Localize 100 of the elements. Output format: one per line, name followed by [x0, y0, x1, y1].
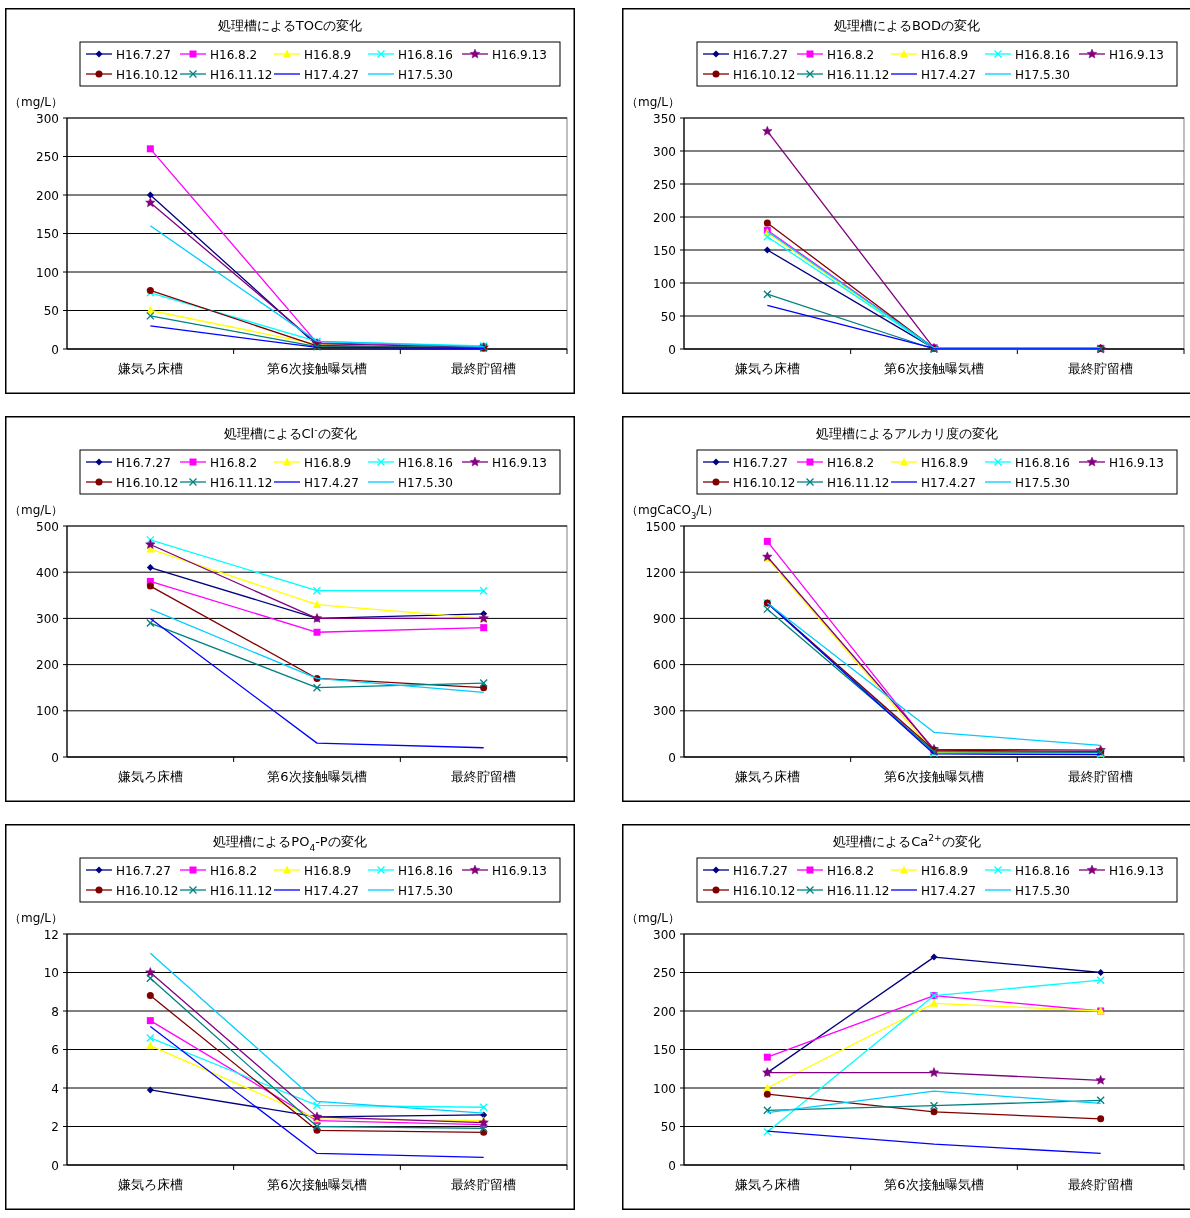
y-axis-title: （mg/L）: [9, 503, 64, 517]
legend-label: H17.4.27: [304, 67, 359, 82]
x-tick-label: 最終貯留槽: [451, 769, 517, 784]
y-tick-label: 150: [653, 243, 676, 258]
y-axis-title: （mg/L）: [626, 911, 681, 925]
legend-label: H16.8.9: [304, 863, 352, 878]
legend-label: H17.4.27: [921, 67, 976, 82]
legend-label: H16.8.9: [304, 47, 352, 62]
y-tick-label: 2: [51, 1120, 59, 1134]
y-tick-label: 300: [653, 704, 676, 719]
y-tick-label: 50: [43, 304, 59, 318]
y-tick-label: 12: [43, 927, 59, 942]
legend-label: H17.5.30: [398, 67, 453, 82]
legend-label: H16.7.27: [116, 455, 171, 470]
y-tick-label: 200: [653, 210, 676, 225]
y-tick-label: 0: [51, 750, 59, 765]
legend-label: H17.4.27: [921, 475, 976, 490]
y-tick-label: 4: [51, 1081, 59, 1096]
y-tick-label: 100: [653, 276, 676, 291]
y-tick-label: 100: [653, 1081, 676, 1096]
y-tick-label: 0: [668, 750, 676, 765]
y-tick-label: 10: [43, 966, 59, 980]
x-tick-label: 嫌気ろ床槽: [117, 1177, 183, 1192]
chart-title: 処理槽によるCl$^{-}$の変化: [223, 425, 357, 441]
y-tick-label: 0: [668, 1158, 676, 1173]
y-tick-label: 100: [36, 704, 59, 719]
chart-title: 処理槽によるPO$_{4}$-Pの変化: [213, 834, 367, 853]
x-tick-label: 最終貯留槽: [1068, 361, 1134, 376]
x-tick-label: 最終貯留槽: [1068, 769, 1134, 784]
x-tick-label: 嫌気ろ床槽: [734, 1177, 800, 1192]
legend-label: H16.11.12: [827, 475, 890, 490]
legend-label: H16.9.13: [492, 47, 547, 62]
x-tick-label: 第6次接触曝気槽: [267, 769, 367, 784]
y-tick-label: 250: [36, 150, 59, 164]
legend-label: H16.11.12: [210, 67, 273, 82]
legend-label: H16.8.16: [398, 455, 453, 470]
x-tick-label: 第6次接触曝気槽: [884, 769, 984, 784]
y-tick-label: 1200: [645, 565, 676, 580]
legend-label: H16.8.2: [210, 47, 258, 62]
legend-label: H16.8.9: [921, 863, 969, 878]
legend-label: H16.10.12: [116, 883, 179, 898]
legend-label: H16.9.13: [1109, 47, 1164, 62]
y-tick-label: 250: [653, 177, 676, 192]
y-axis-title: （mgCaCO$_{3}$/L）: [626, 503, 719, 521]
y-tick-label: 50: [660, 1120, 676, 1134]
x-tick-label: 嫌気ろ床槽: [734, 769, 800, 784]
chart-title: 処理槽によるTOCの変化: [217, 18, 363, 33]
legend-label: H16.9.13: [1109, 455, 1164, 470]
chart-title: 処理槽によるBODの変化: [834, 18, 980, 33]
legend-label: H16.10.12: [116, 67, 179, 82]
y-tick-label: 250: [653, 966, 676, 980]
legend-label: H17.4.27: [304, 475, 359, 490]
y-tick-label: 300: [653, 927, 676, 942]
y-tick-label: 500: [36, 519, 59, 534]
legend-label: H16.11.12: [827, 883, 890, 898]
legend-label: H17.5.30: [1015, 67, 1070, 82]
y-tick-label: 400: [36, 565, 59, 580]
legend-label: H16.7.27: [733, 47, 788, 62]
legend-label: H17.5.30: [1015, 883, 1070, 898]
y-axis-title: （mg/L）: [626, 95, 681, 109]
legend-label: H16.8.2: [210, 455, 258, 470]
legend-label: H16.9.13: [492, 455, 547, 470]
legend-label: H16.8.16: [1015, 455, 1070, 470]
legend-label: H16.8.16: [1015, 47, 1070, 62]
y-tick-label: 350: [653, 111, 676, 126]
legend-label: H16.8.9: [921, 455, 969, 470]
y-tick-label: 300: [36, 111, 59, 126]
y-tick-label: 1500: [645, 519, 676, 534]
legend-label: H16.11.12: [210, 883, 273, 898]
legend-label: H16.8.2: [827, 863, 875, 878]
x-tick-label: 嫌気ろ床槽: [117, 769, 183, 784]
legend-label: H16.11.12: [827, 67, 890, 82]
y-tick-label: 900: [653, 611, 676, 626]
x-tick-label: 第6次接触曝気槽: [884, 361, 984, 376]
legend-label: H16.7.27: [733, 863, 788, 878]
legend-label: H17.4.27: [304, 883, 359, 898]
legend-label: H16.8.2: [827, 47, 875, 62]
legend-label: H17.5.30: [1015, 475, 1070, 490]
legend-label: H16.10.12: [733, 475, 796, 490]
x-tick-label: 最終貯留槽: [451, 361, 517, 376]
legend-label: H17.5.30: [398, 475, 453, 490]
y-tick-label: 200: [36, 188, 59, 203]
legend-label: H16.7.27: [733, 455, 788, 470]
legend-label: H16.8.16: [1015, 863, 1070, 878]
y-tick-label: 150: [653, 1043, 676, 1057]
legend-label: H16.10.12: [116, 475, 179, 490]
y-axis-title: （mg/L）: [9, 95, 64, 109]
x-tick-label: 最終貯留槽: [451, 1177, 517, 1192]
y-tick-label: 50: [660, 309, 676, 324]
legend-label: H16.9.13: [492, 863, 547, 878]
legend-label: H16.8.2: [827, 455, 875, 470]
legend-label: H16.10.12: [733, 67, 796, 82]
legend-label: H16.8.16: [398, 863, 453, 878]
legend-label: H16.7.27: [116, 47, 171, 62]
x-tick-label: 嫌気ろ床槽: [734, 361, 800, 376]
x-tick-label: 第6次接触曝気槽: [267, 1177, 367, 1192]
y-tick-label: 0: [668, 342, 676, 357]
y-tick-label: 300: [653, 144, 676, 159]
legend-label: H16.8.16: [398, 47, 453, 62]
y-tick-label: 200: [36, 658, 59, 673]
